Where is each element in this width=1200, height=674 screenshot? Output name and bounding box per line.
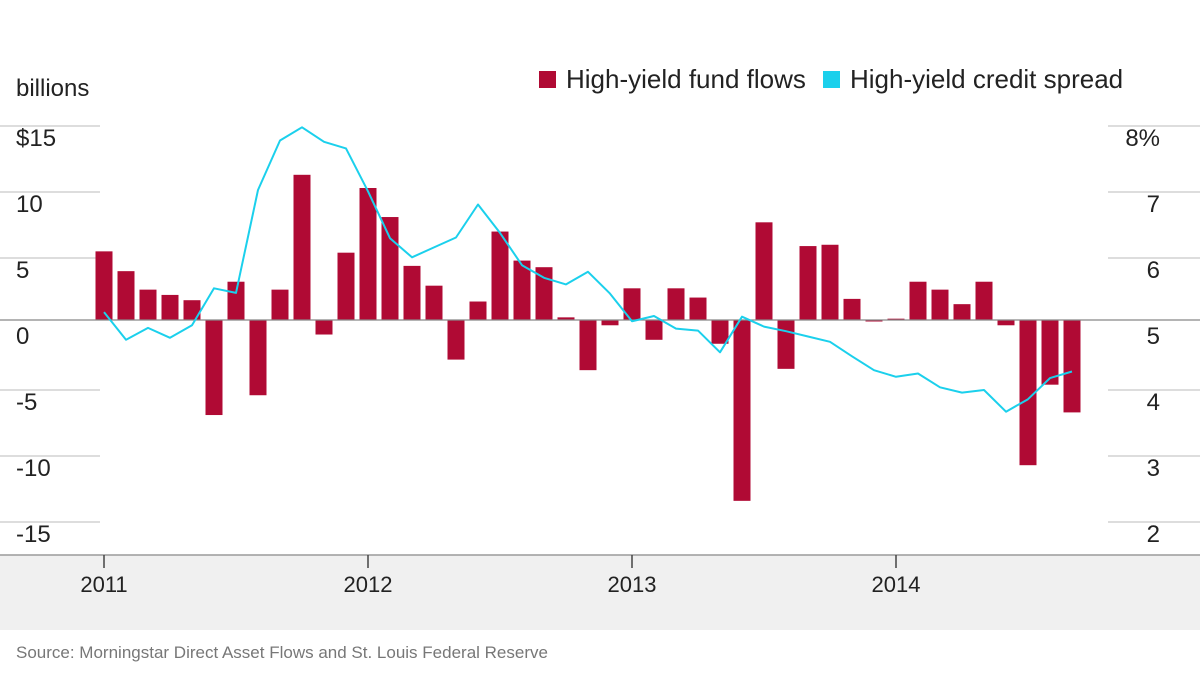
left-tick-label-5: -10 bbox=[16, 455, 51, 482]
bar-28 bbox=[711, 320, 729, 344]
left-tick-label-4: -5 bbox=[16, 389, 37, 416]
legend-swatch-fund-flows bbox=[539, 71, 556, 88]
bar-19 bbox=[513, 260, 531, 320]
right-tick-label-4: 4 bbox=[1147, 389, 1160, 416]
bar-23 bbox=[601, 320, 619, 326]
bar-33 bbox=[821, 244, 839, 320]
bar-18 bbox=[491, 231, 509, 320]
bar-10 bbox=[315, 320, 333, 335]
bar-29 bbox=[733, 320, 751, 501]
bar-42 bbox=[1019, 320, 1037, 466]
right-tick-label-3: 5 bbox=[1147, 323, 1160, 350]
left-tick-label-6: -15 bbox=[16, 521, 51, 548]
credit-spread-line bbox=[103, 126, 1073, 413]
fund-flow-bars bbox=[95, 174, 1081, 501]
x-tick-label-1: 2012 bbox=[344, 572, 393, 597]
bar-4 bbox=[183, 300, 201, 320]
bar-38 bbox=[931, 289, 949, 320]
x-tick-label-0: 2011 bbox=[80, 572, 127, 597]
bar-25 bbox=[645, 320, 663, 340]
left-tick-label-0: $15 bbox=[16, 125, 56, 152]
left-tick-label-1: 10 bbox=[16, 191, 43, 218]
bar-2 bbox=[139, 289, 157, 320]
bar-11 bbox=[337, 252, 355, 320]
bar-17 bbox=[469, 301, 487, 320]
bar-41 bbox=[997, 320, 1015, 326]
bar-20 bbox=[535, 267, 553, 320]
bar-39 bbox=[953, 304, 971, 320]
bar-9 bbox=[293, 174, 311, 320]
right-tick-label-2: 6 bbox=[1147, 257, 1160, 284]
source-note: Source: Morningstar Direct Asset Flows a… bbox=[16, 643, 548, 662]
bar-7 bbox=[249, 320, 267, 396]
bar-32 bbox=[799, 246, 817, 320]
bar-22 bbox=[579, 320, 597, 371]
bar-16 bbox=[447, 320, 465, 360]
bar-26 bbox=[667, 288, 685, 320]
bar-12 bbox=[359, 188, 377, 320]
left-tick-label-2: 5 bbox=[16, 257, 29, 284]
right-axis-ticks: 8% 7 6 5 4 3 2 bbox=[1125, 125, 1160, 548]
bar-1 bbox=[117, 271, 135, 320]
bar-35 bbox=[865, 320, 883, 322]
legend: High-yield fund flows High-yield credit … bbox=[539, 64, 1123, 94]
bar-6 bbox=[227, 281, 245, 320]
bar-15 bbox=[425, 285, 443, 320]
legend-label-credit-spread: High-yield credit spread bbox=[850, 64, 1123, 94]
bar-13 bbox=[381, 217, 399, 320]
legend-label-fund-flows: High-yield fund flows bbox=[566, 64, 806, 94]
bar-8 bbox=[271, 289, 289, 320]
right-tick-label-0: 8% bbox=[1125, 125, 1160, 152]
bar-5 bbox=[205, 320, 223, 416]
right-tick-label-1: 7 bbox=[1147, 191, 1160, 218]
bar-40 bbox=[975, 281, 993, 320]
bar-0 bbox=[95, 251, 113, 320]
bar-31 bbox=[777, 320, 795, 369]
x-tick-label-3: 2014 bbox=[872, 572, 921, 597]
right-tick-label-6: 2 bbox=[1147, 521, 1160, 548]
bar-3 bbox=[161, 294, 179, 320]
x-tick-label-2: 2013 bbox=[608, 572, 657, 597]
left-axis-ticks: $15 10 5 0 -5 -10 -15 bbox=[16, 125, 56, 548]
legend-swatch-credit-spread bbox=[823, 71, 840, 88]
gridlines bbox=[0, 125, 1200, 523]
bar-14 bbox=[403, 265, 421, 320]
bar-37 bbox=[909, 281, 927, 320]
y-unit-label: billions bbox=[16, 75, 89, 102]
bar-27 bbox=[689, 297, 707, 320]
bar-30 bbox=[755, 222, 773, 320]
right-tick-label-5: 3 bbox=[1147, 455, 1160, 482]
spread-line-group bbox=[103, 126, 1073, 413]
bar-21 bbox=[557, 317, 575, 320]
bar-43 bbox=[1041, 320, 1059, 385]
x-axis-ticks: 2011 2012 2013 2014 bbox=[80, 555, 920, 597]
bar-24 bbox=[623, 288, 641, 320]
x-axis-band bbox=[0, 555, 1200, 630]
bar-44 bbox=[1063, 320, 1081, 413]
bar-34 bbox=[843, 298, 861, 320]
left-tick-label-3: 0 bbox=[16, 323, 29, 350]
